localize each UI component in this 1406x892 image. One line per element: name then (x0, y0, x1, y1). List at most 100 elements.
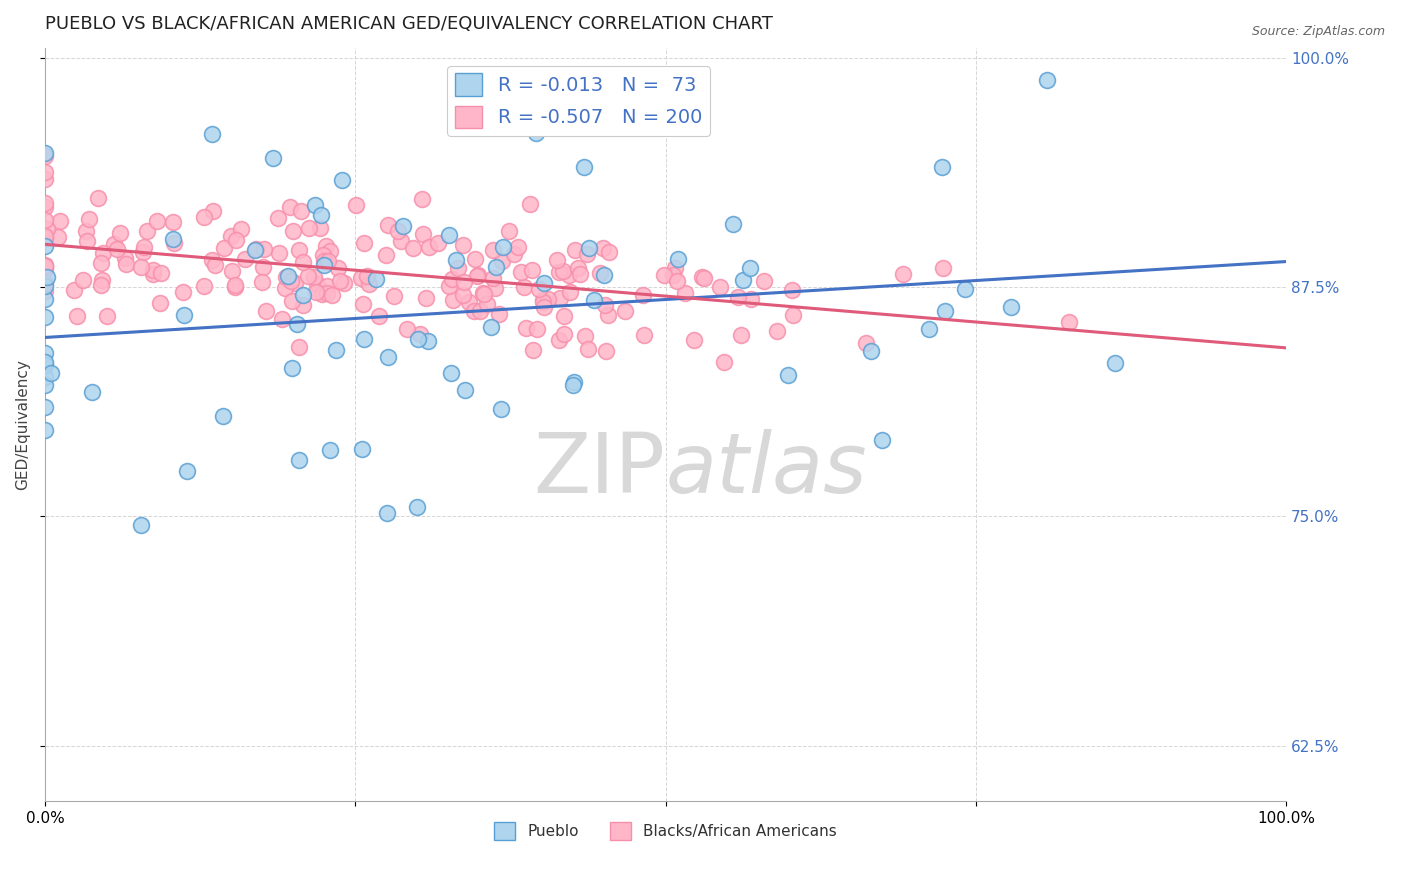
Point (780, 283, 803, 297)
Point (34, 259, 56, 273)
Point (479, 319, 502, 334)
Point (75, 224, 97, 238)
Point (1057, 315, 1080, 329)
Point (344, 198, 367, 212)
Point (288, 340, 311, 354)
Point (162, 215, 184, 229)
Point (574, 329, 596, 343)
Point (931, 161, 953, 175)
Point (592, 242, 614, 256)
Point (315, 238, 337, 252)
Point (225, 233, 247, 247)
Point (374, 247, 396, 261)
Point (439, 278, 461, 293)
Point (274, 280, 297, 294)
Point (267, 211, 290, 226)
Point (560, 285, 582, 299)
Point (145, 214, 167, 228)
Point (709, 280, 731, 294)
Point (396, 322, 419, 336)
Point (451, 237, 474, 252)
Point (262, 151, 284, 165)
Point (485, 260, 508, 274)
Point (48, 214, 70, 228)
Point (278, 200, 301, 214)
Point (90, 272, 112, 286)
Point (34, 292, 56, 306)
Point (287, 453, 309, 467)
Point (309, 221, 332, 235)
Point (446, 261, 468, 276)
Point (918, 321, 941, 335)
Point (34, 423, 56, 437)
Point (34, 310, 56, 325)
Point (34, 277, 56, 291)
Point (329, 274, 352, 288)
Point (484, 280, 506, 294)
Point (34, 279, 56, 293)
Point (513, 280, 536, 294)
Point (633, 328, 655, 343)
Point (740, 260, 762, 275)
Point (440, 366, 463, 380)
Point (34, 172, 56, 186)
Point (292, 255, 315, 269)
Point (553, 309, 575, 323)
Point (277, 268, 299, 283)
Point (467, 268, 489, 282)
Point (582, 293, 605, 307)
Point (664, 261, 686, 276)
Point (522, 343, 544, 357)
Point (330, 173, 353, 187)
Point (593, 298, 616, 312)
Point (766, 324, 789, 338)
Point (66, 309, 89, 323)
Point (91, 246, 114, 260)
Point (162, 232, 184, 246)
Point (548, 265, 571, 279)
Point (281, 360, 304, 375)
Point (482, 270, 505, 285)
Text: Source: ZipAtlas.com: Source: ZipAtlas.com (1251, 25, 1385, 38)
Point (454, 383, 477, 397)
Point (481, 244, 503, 258)
Point (515, 321, 537, 335)
Point (576, 247, 599, 261)
Point (531, 295, 554, 310)
Point (572, 160, 595, 174)
Point (562, 377, 585, 392)
Point (291, 297, 314, 311)
Point (475, 297, 498, 311)
Point (752, 274, 775, 288)
Point (519, 197, 541, 211)
Point (427, 236, 450, 251)
Point (252, 276, 274, 290)
Point (87, 191, 110, 205)
Point (595, 344, 617, 359)
Point (200, 252, 222, 267)
Point (661, 268, 683, 282)
Point (510, 265, 533, 279)
Point (470, 304, 492, 318)
Point (34, 146, 56, 161)
Y-axis label: GED/Equivalency: GED/Equivalency (15, 359, 30, 490)
Point (281, 294, 304, 309)
Point (34, 229, 56, 244)
Point (727, 290, 749, 304)
Point (503, 246, 526, 260)
Point (316, 253, 339, 268)
Point (221, 264, 243, 278)
Point (415, 291, 437, 305)
Point (136, 224, 159, 238)
Point (782, 308, 804, 322)
Point (34, 400, 56, 414)
Point (569, 267, 592, 281)
Point (34, 195, 56, 210)
Point (163, 235, 186, 250)
Point (589, 266, 612, 280)
Point (34, 231, 56, 245)
Point (46, 230, 69, 244)
Point (79, 211, 101, 226)
Point (201, 128, 224, 142)
Point (314, 258, 336, 272)
